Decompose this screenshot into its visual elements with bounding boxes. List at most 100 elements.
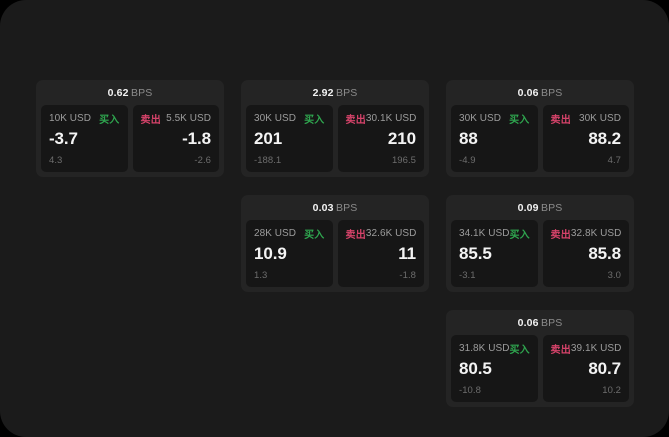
quote-card[interactable]: 0.62 BPS 10K USD 买入 -3.7 4.3 卖出 5.5K USD -1.8 -2.…	[36, 80, 224, 177]
sell-quote-pane[interactable]: 卖出 30K USD 88.2 4.7	[542, 105, 629, 172]
quote-card[interactable]: 2.92 BPS 30K USD 买入 201 -188.1 卖出 30.1K USD 210 1…	[241, 80, 429, 177]
quote-pane-row: 34.1K USD 买入 85.5 -3.1 卖出 32.8K USD 85.8 3.0	[451, 220, 629, 287]
bps-value: 0.06	[517, 317, 539, 329]
quote-column: 2.92 BPS 30K USD 买入 201 -188.1 卖出 30.1K USD 210 1…	[241, 80, 429, 310]
quote-pane-row: 28K USD 买入 10.9 1.3 卖出 32.6K USD 11 -1.8	[246, 220, 424, 287]
pane-header: 30K USD 买入	[254, 112, 325, 126]
buy-quote-pane[interactable]: 10K USD 买入 -3.7 4.3	[41, 105, 128, 172]
buy-side-label: 买入	[304, 114, 325, 126]
bps-value: 0.09	[517, 202, 539, 214]
bps-unit-label: BPS	[336, 202, 358, 214]
quote-pane-row: 31.8K USD 买入 80.5 -10.8 卖出 39.1K USD 80.7 10.2	[451, 335, 629, 402]
quote-card[interactable]: 0.03 BPS 28K USD 买入 10.9 1.3 卖出 32.6K USD 11 -1.8	[241, 195, 429, 292]
bps-value: 0.62	[107, 87, 129, 99]
bps-header: 0.06 BPS	[451, 315, 629, 331]
bps-unit-label: BPS	[541, 317, 563, 329]
buy-side-label: 买入	[304, 229, 325, 241]
sell-side-label: 卖出	[345, 114, 366, 126]
bps-header: 0.09 BPS	[451, 200, 629, 216]
bps-header: 0.62 BPS	[41, 85, 219, 101]
sell-side-label: 卖出	[550, 344, 571, 356]
buy-quote-pane[interactable]: 34.1K USD 买入 85.5 -3.1	[451, 220, 538, 287]
buy-size-label: 30K USD	[459, 112, 502, 124]
buy-size-label: 34.1K USD	[459, 227, 510, 239]
bps-unit-label: BPS	[336, 87, 358, 99]
buy-price-value: 201	[254, 129, 283, 148]
quote-column: 0.62 BPS 10K USD 买入 -3.7 4.3 卖出 5.5K USD -1.8 -2.…	[36, 80, 224, 195]
buy-price-value: 88	[459, 129, 478, 148]
quote-card[interactable]: 0.06 BPS 31.8K USD 买入 80.5 -10.8 卖出 39.1K USD 80…	[446, 310, 634, 407]
sell-quote-pane[interactable]: 卖出 32.6K USD 11 -1.8	[337, 220, 424, 287]
sell-side-label: 卖出	[140, 114, 161, 126]
bps-value: 0.06	[517, 87, 539, 99]
buy-delta-value: -10.8	[459, 385, 481, 396]
bps-unit-label: BPS	[541, 87, 563, 99]
sell-quote-pane[interactable]: 卖出 39.1K USD 80.7 10.2	[542, 335, 629, 402]
sell-quote-pane[interactable]: 卖出 30.1K USD 210 196.5	[337, 105, 424, 172]
buy-size-label: 28K USD	[254, 227, 297, 239]
buy-delta-value: -3.1	[459, 270, 476, 281]
buy-side-label: 买入	[99, 114, 120, 126]
sell-size-label: 32.8K USD	[570, 227, 622, 239]
buy-side-label: 买入	[509, 344, 530, 356]
bps-header: 2.92 BPS	[246, 85, 424, 101]
sell-quote-pane[interactable]: 卖出 5.5K USD -1.8 -2.6	[132, 105, 219, 172]
pane-header: 卖出 30K USD	[550, 112, 622, 126]
buy-quote-pane[interactable]: 28K USD 买入 10.9 1.3	[246, 220, 333, 287]
pane-header: 卖出 5.5K USD	[140, 112, 212, 126]
buy-price-value: 85.5	[459, 244, 492, 263]
sell-size-label: 5.5K USD	[166, 112, 211, 124]
buy-price-value: 80.5	[459, 359, 492, 378]
pane-header: 34.1K USD 买入	[459, 227, 530, 241]
sell-price-value: 80.7	[588, 359, 621, 378]
buy-price-value: 10.9	[254, 244, 287, 263]
sell-size-label: 39.1K USD	[570, 342, 622, 354]
pane-header: 卖出 32.6K USD	[345, 227, 417, 241]
buy-size-label: 31.8K USD	[459, 342, 510, 354]
buy-delta-value: 1.3	[254, 270, 268, 281]
sell-price-value: -1.8	[182, 129, 211, 148]
pane-header: 卖出 32.8K USD	[550, 227, 622, 241]
sell-delta-value: -2.6	[194, 155, 211, 166]
pane-header: 28K USD 买入	[254, 227, 325, 241]
sell-delta-value: -1.8	[399, 270, 416, 281]
sell-quote-pane[interactable]: 卖出 32.8K USD 85.8 3.0	[542, 220, 629, 287]
pane-header: 卖出 39.1K USD	[550, 342, 622, 356]
buy-side-label: 买入	[509, 114, 530, 126]
pane-header: 卖出 30.1K USD	[345, 112, 417, 126]
buy-size-label: 30K USD	[254, 112, 297, 124]
sell-side-label: 卖出	[345, 229, 366, 241]
quote-pane-row: 30K USD 买入 88 -4.9 卖出 30K USD 88.2 4.7	[451, 105, 629, 172]
buy-side-label: 买入	[509, 229, 530, 241]
sell-size-label: 32.6K USD	[365, 227, 417, 239]
sell-price-value: 85.8	[588, 244, 621, 263]
sell-delta-value: 196.5	[391, 155, 416, 166]
sell-side-label: 卖出	[550, 229, 571, 241]
buy-delta-value: -188.1	[254, 155, 282, 166]
bps-unit-label: BPS	[131, 87, 153, 99]
bps-value: 2.92	[312, 87, 334, 99]
buy-delta-value: -4.9	[459, 155, 476, 166]
buy-quote-pane[interactable]: 30K USD 买入 201 -188.1	[246, 105, 333, 172]
sell-price-value: 11	[398, 244, 416, 263]
quote-card[interactable]: 0.06 BPS 30K USD 买入 88 -4.9 卖出 30K USD 88.2 4.7	[446, 80, 634, 177]
sell-side-label: 卖出	[550, 114, 571, 126]
sell-price-value: 88.2	[588, 129, 621, 148]
bps-unit-label: BPS	[541, 202, 563, 214]
buy-quote-pane[interactable]: 30K USD 买入 88 -4.9	[451, 105, 538, 172]
pane-header: 10K USD 买入	[49, 112, 120, 126]
buy-price-value: -3.7	[49, 129, 78, 148]
quote-column: 0.06 BPS 30K USD 买入 88 -4.9 卖出 30K USD 88.2 4.7 0.…	[446, 80, 634, 425]
buy-delta-value: 4.3	[49, 155, 63, 166]
sell-price-value: 210	[387, 129, 416, 148]
bps-header: 0.06 BPS	[451, 85, 629, 101]
quote-card[interactable]: 0.09 BPS 34.1K USD 买入 85.5 -3.1 卖出 32.8K USD 85.…	[446, 195, 634, 292]
sell-delta-value: 4.7	[607, 155, 621, 166]
sell-delta-value: 3.0	[607, 270, 621, 281]
bps-value: 0.03	[312, 202, 334, 214]
buy-quote-pane[interactable]: 31.8K USD 买入 80.5 -10.8	[451, 335, 538, 402]
buy-size-label: 10K USD	[49, 112, 92, 124]
pane-header: 30K USD 买入	[459, 112, 530, 126]
sell-size-label: 30.1K USD	[365, 112, 417, 124]
